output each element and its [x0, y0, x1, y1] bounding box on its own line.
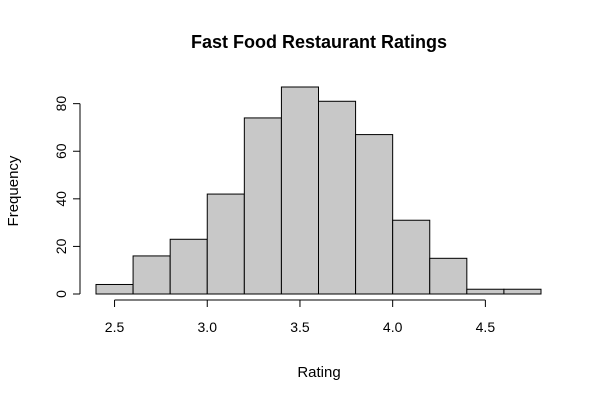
- histogram-bar: [243, 117, 282, 295]
- y-axis-label: Frequency: [5, 155, 22, 226]
- x-tick-label: 2.5: [105, 319, 125, 335]
- y-ticks: 0 20 40 60 80: [53, 96, 80, 298]
- y-tick-label: 0: [53, 290, 69, 298]
- y-tick-label: 20: [53, 238, 69, 254]
- y-tick-label: 60: [53, 143, 69, 159]
- x-ticks: 2.5 3.0 3.5 4.0 4.5: [105, 300, 496, 335]
- histogram-bar: [503, 288, 542, 295]
- y-tick-label: 40: [53, 191, 69, 207]
- x-tick-label: 3.0: [198, 319, 218, 335]
- x-axis: 2.5 3.0 3.5 4.0 4.5: [105, 299, 496, 335]
- histogram-bar: [466, 288, 505, 295]
- y-tick-label: 80: [53, 96, 69, 112]
- histogram-bar: [355, 134, 394, 295]
- bars-group: [95, 86, 542, 295]
- histogram-bar: [280, 86, 319, 295]
- histogram-bar: [132, 255, 171, 295]
- chart-title: Fast Food Restaurant Ratings: [191, 32, 447, 52]
- histogram-bar: [206, 193, 245, 295]
- x-tick-label: 4.5: [476, 319, 496, 335]
- x-tick-label: 4.0: [383, 319, 403, 335]
- y-axis: 0 20 40 60 80: [53, 96, 81, 298]
- histogram-bar: [169, 238, 208, 295]
- x-axis-label: Rating: [297, 364, 340, 381]
- x-tick-label: 3.5: [290, 319, 310, 335]
- histogram-bar: [95, 283, 134, 295]
- histogram-bar: [429, 257, 468, 295]
- histogram-bar: [392, 219, 431, 295]
- histogram-bar: [318, 100, 357, 295]
